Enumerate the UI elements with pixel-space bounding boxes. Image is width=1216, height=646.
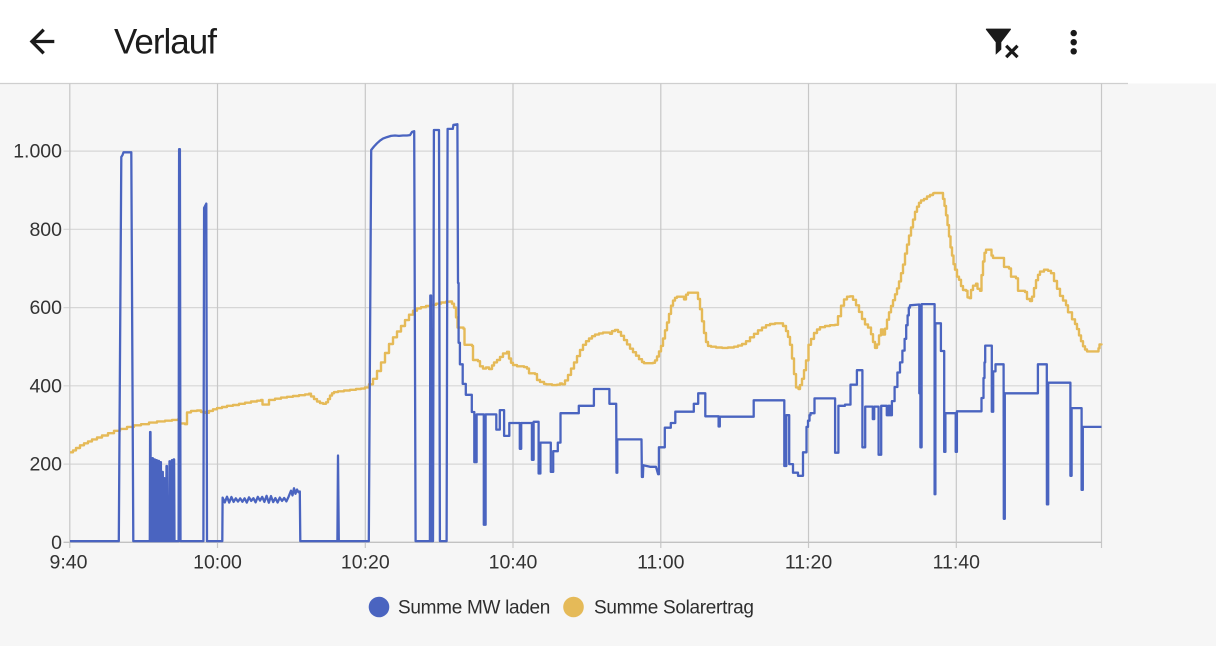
- svg-text:10:40: 10:40: [489, 552, 538, 574]
- svg-text:0: 0: [51, 532, 62, 554]
- svg-text:600: 600: [29, 297, 62, 319]
- svg-text:200: 200: [29, 454, 62, 476]
- svg-text:1.000: 1.000: [13, 141, 62, 163]
- svg-text:11:40: 11:40: [933, 552, 981, 574]
- svg-text:10:00: 10:00: [193, 552, 242, 574]
- svg-text:9:40: 9:40: [50, 552, 88, 574]
- svg-text:800: 800: [29, 219, 62, 241]
- svg-text:Verlauf: Verlauf: [114, 23, 217, 62]
- svg-text:11:20: 11:20: [785, 552, 833, 574]
- svg-text:11:00: 11:00: [637, 552, 685, 574]
- svg-text:Summe MW laden: Summe MW laden: [398, 598, 550, 619]
- svg-text:400: 400: [29, 375, 62, 397]
- svg-text:Summe Solarertrag: Summe Solarertrag: [594, 598, 754, 619]
- svg-text:10:20: 10:20: [341, 552, 390, 574]
